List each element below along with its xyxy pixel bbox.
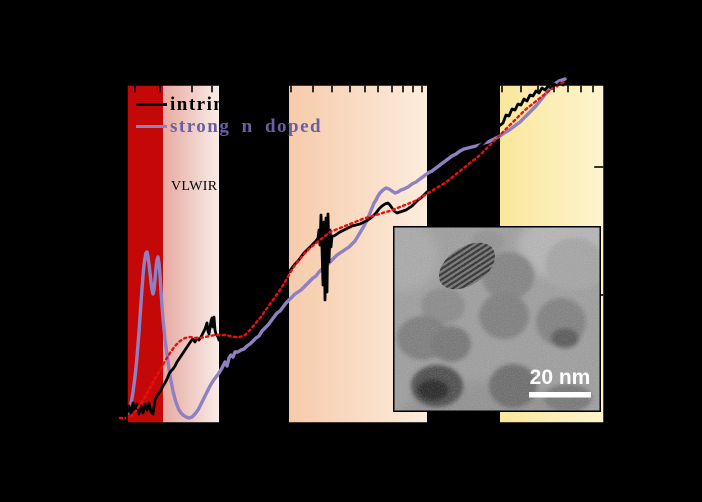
vlwir-band-label: VLWIR — [171, 179, 218, 194]
legend-item-strong-n-doped: strong n doped — [136, 115, 322, 137]
band-pink — [163, 85, 219, 423]
inset-border — [393, 226, 601, 412]
tem-inset-image: 20 nm — [393, 226, 601, 412]
curve-intrinsic — [125, 80, 568, 416]
plot-frame — [126, 84, 605, 424]
curve-strong-n-doped — [127, 77, 567, 420]
legend-label: strong n doped — [170, 115, 323, 137]
legend-line-sample — [136, 124, 167, 128]
scale-bar-label: 20 nm — [530, 366, 591, 389]
tem-grain-overlay — [393, 226, 601, 412]
absorption-curves — [118, 77, 568, 420]
curve-fit — [118, 80, 566, 420]
scale-bar — [529, 392, 591, 398]
legend-label: intrinsic — [170, 93, 252, 115]
legend-line-sample — [136, 102, 167, 106]
legend: intrinsic strong n doped — [136, 93, 322, 137]
legend-item-intrinsic: intrinsic — [136, 93, 322, 115]
